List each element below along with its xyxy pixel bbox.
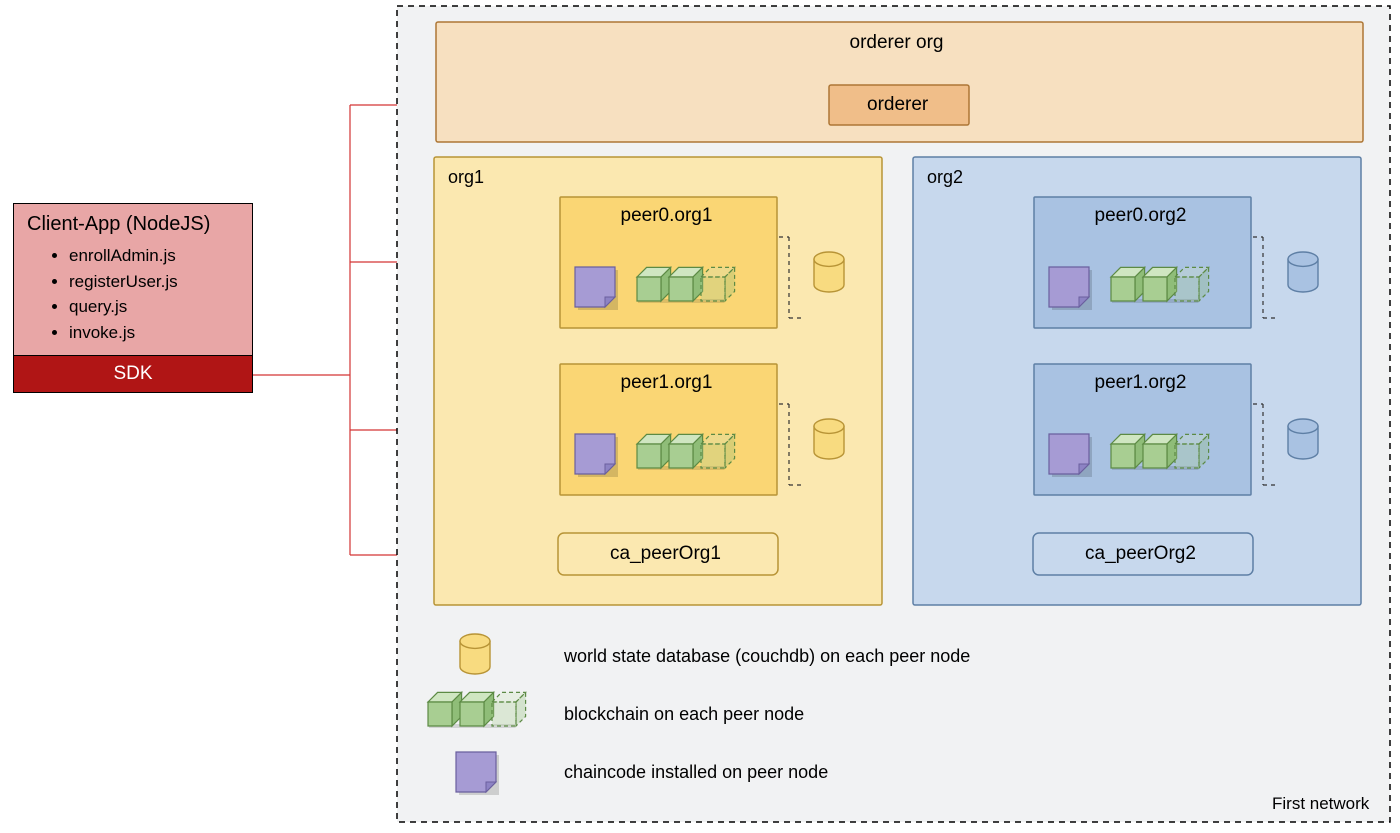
legend-item-0: world state database (couchdb) on each p… [564,646,970,667]
client-app-item: enrollAdmin.js [69,243,309,269]
client-app-title: Client-App (NodeJS) [27,213,210,236]
org1-peer1-label: peer1.org1 [621,372,713,394]
client-app-items: enrollAdmin.jsregisterUser.jsquery.jsinv… [13,243,309,345]
client-app-item: invoke.js [69,320,309,346]
org2-label: org2 [927,167,963,188]
org2-peer0-label: peer0.org2 [1095,205,1187,227]
legend-item-1: blockchain on each peer node [564,704,804,725]
orderer-org-label: orderer org [850,32,944,54]
org2-ca-label: ca_peerOrg2 [1085,543,1196,565]
org2-peer1-label: peer1.org2 [1095,372,1187,394]
client-app-item: registerUser.js [69,269,309,295]
org1-ca-label: ca_peerOrg1 [610,543,721,565]
orderer-box-label: orderer [867,94,928,116]
client-app-item: query.js [69,294,309,320]
client-app-sdk: SDK [13,355,253,393]
legend-item-2: chaincode installed on peer node [564,762,828,783]
first-network-label: First network [1272,794,1369,814]
org1-peer0-label: peer0.org1 [621,205,713,227]
org1-label: org1 [448,167,484,188]
